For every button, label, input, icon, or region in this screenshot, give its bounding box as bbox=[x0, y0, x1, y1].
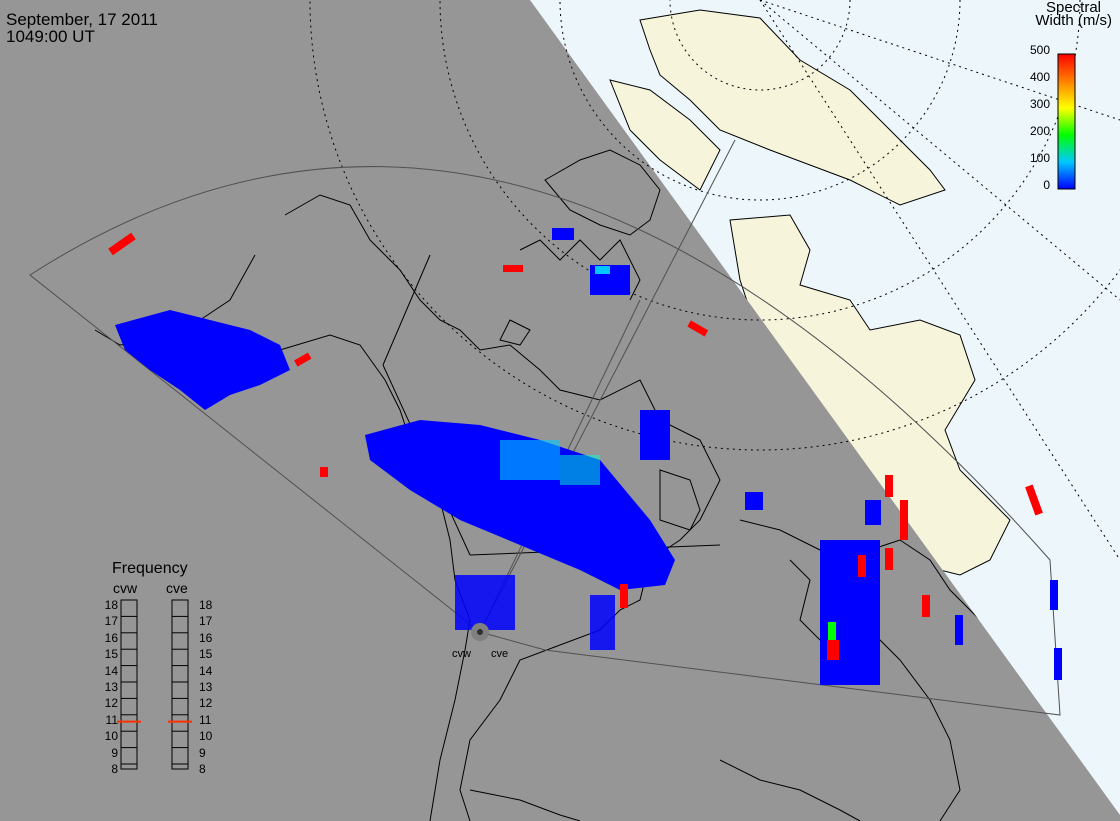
frequency-site-cvw: cvw bbox=[113, 580, 138, 596]
frequency-scale-right-9: 9 bbox=[199, 745, 206, 760]
frequency-scale-left-18: 18 bbox=[104, 598, 118, 612]
frequency-scale-left-13: 13 bbox=[104, 680, 118, 694]
frequency-scale-left-11: 11 bbox=[105, 712, 118, 727]
frequency-scale-left-8: 8 bbox=[111, 762, 118, 776]
frequency-scale-right-14: 14 bbox=[199, 663, 213, 678]
frequency-scale-left-15: 15 bbox=[104, 647, 118, 662]
colorbar-tick-0: 0 bbox=[1043, 178, 1050, 192]
frequency-gauges bbox=[120, 599, 189, 770]
radar-site-marker bbox=[471, 623, 489, 641]
frequency-scale-left-17: 17 bbox=[104, 614, 118, 629]
frequency-scale-right-10: 10 bbox=[199, 729, 213, 744]
fov-boundary-line bbox=[479, 139, 736, 633]
colorbar-tick-500: 500 bbox=[1029, 43, 1050, 57]
frequency-scale-left-16: 16 bbox=[104, 630, 118, 645]
colorbar-tick-200: 200 bbox=[1029, 124, 1050, 138]
radar-echoes bbox=[108, 228, 1062, 685]
frequency-scale-right-17: 17 bbox=[199, 614, 213, 629]
colorbar-title-line2: Width (m/s) bbox=[1035, 12, 1112, 29]
colorbar-tick-400: 400 bbox=[1029, 70, 1050, 84]
radar-fov bbox=[29, 166, 1061, 716]
frequency-scale-right-12: 12 bbox=[199, 696, 213, 711]
frequency-scale-left-14: 14 bbox=[104, 663, 118, 678]
frequency-scale-left-10: 10 bbox=[104, 729, 118, 744]
frequency-scale-right-8: 8 bbox=[199, 762, 206, 776]
colorbar-tick-300: 300 bbox=[1029, 97, 1050, 111]
colorbar bbox=[1057, 53, 1076, 190]
radar-site-label-cvw: cvw bbox=[452, 648, 471, 660]
frequency-scale-right-18: 18 bbox=[199, 598, 213, 612]
date-label: September, 17 2011 bbox=[6, 10, 158, 29]
frequency-title: Frequency bbox=[112, 560, 188, 577]
baffin-land bbox=[609, 79, 721, 191]
frequency-site-cve: cve bbox=[166, 580, 188, 596]
frequency-scale-right-13: 13 bbox=[199, 680, 213, 694]
frequency-scale-right-16: 16 bbox=[199, 630, 213, 645]
greenland-landmass bbox=[639, 9, 946, 206]
radar-site-label-cve: cve bbox=[491, 648, 509, 660]
colorbar-title-line1: Spectral bbox=[1045, 0, 1101, 16]
frequency-scale-left-12: 12 bbox=[104, 696, 118, 711]
frequency-scale-right-15: 15 bbox=[199, 647, 213, 662]
frequency-scale-right-11: 11 bbox=[199, 712, 212, 727]
time-label: 1049:00 UT bbox=[6, 27, 95, 46]
colorbar-tick-100: 100 bbox=[1029, 151, 1050, 165]
geo-grid bbox=[309, 0, 1120, 561]
frequency-scale-left-9: 9 bbox=[111, 745, 118, 760]
